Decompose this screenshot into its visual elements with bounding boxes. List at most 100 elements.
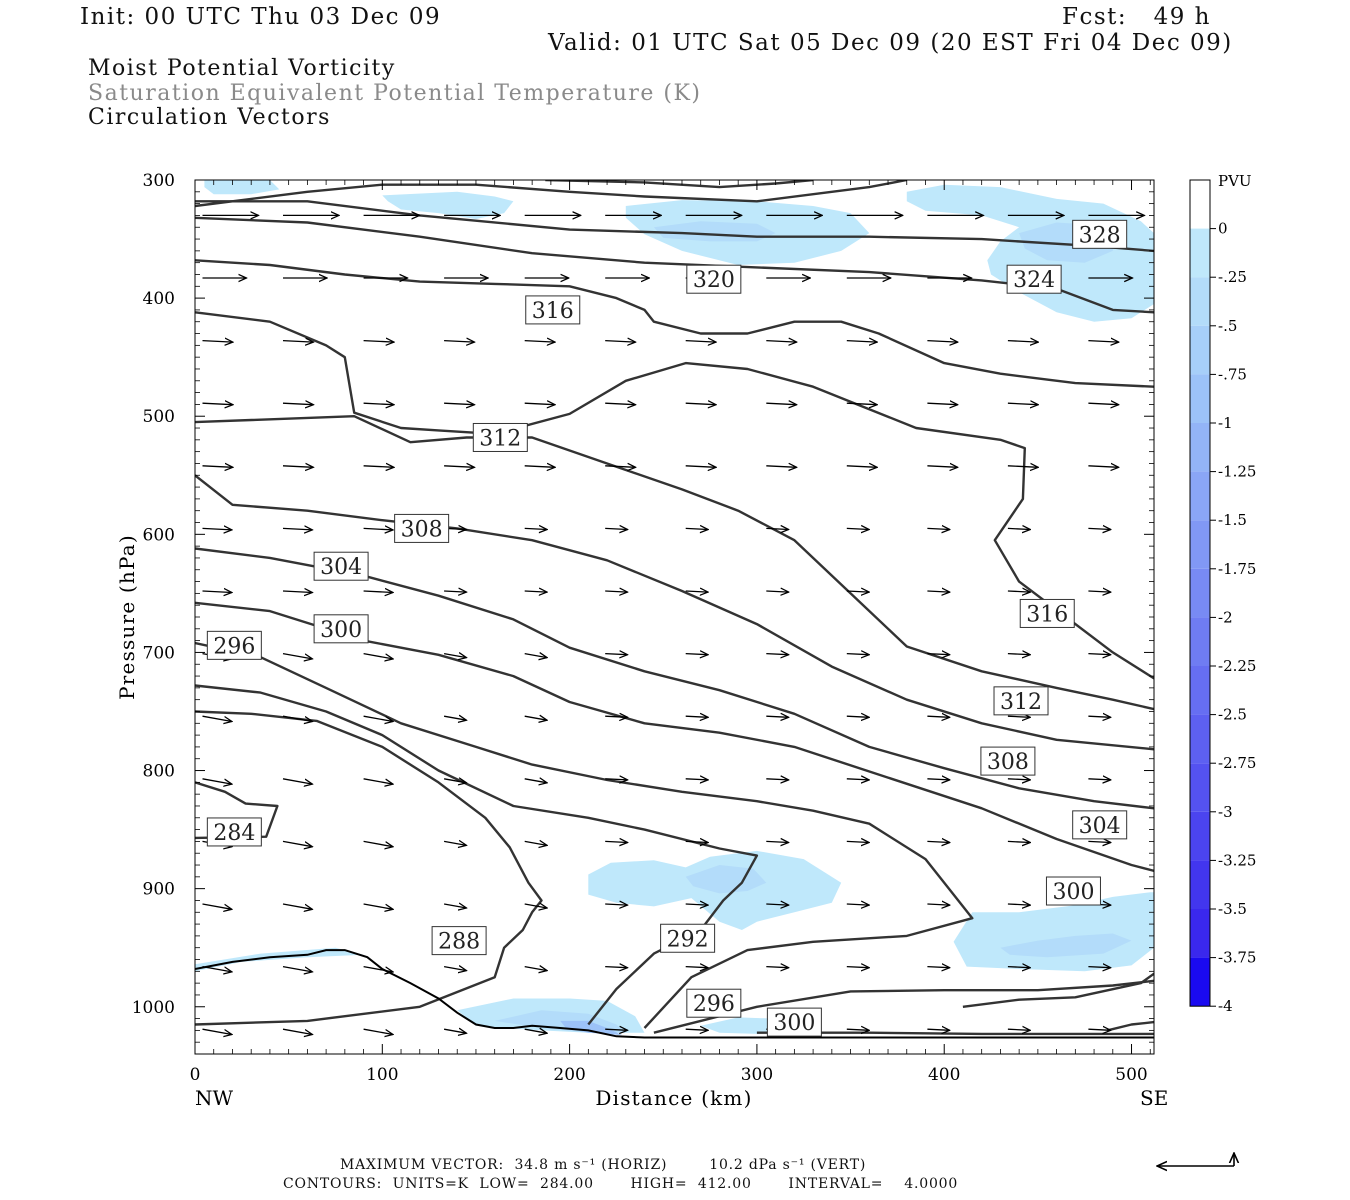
circulation-vector xyxy=(202,341,233,343)
circulation-vector xyxy=(766,466,796,468)
terrain-line xyxy=(195,949,1154,1039)
circulation-vector xyxy=(524,403,555,405)
x-axis-right-end-label: SE xyxy=(1140,1086,1168,1110)
contour-label: 288 xyxy=(431,926,487,956)
svg-text:304: 304 xyxy=(320,555,362,580)
colorbar-swatch xyxy=(1190,520,1210,569)
x-tick-label: 200 xyxy=(553,1065,585,1085)
circulation-vector xyxy=(363,840,393,846)
svg-text:300: 300 xyxy=(1052,880,1094,905)
theta-es-contour-292 xyxy=(195,684,759,1026)
colorbar-swatch xyxy=(1190,617,1210,666)
circulation-vector xyxy=(927,654,949,655)
contour-label: 284 xyxy=(206,817,262,847)
y-tick-label: 700 xyxy=(143,643,175,663)
y-tick-label: 900 xyxy=(143,880,175,900)
colorbar-label: -.25 xyxy=(1218,268,1247,286)
pv-colorbar: PVU 0 -.25 -.5 -.75 -1 -1.25 -1.5 -1.75 -2 -2.25 -2… xyxy=(1189,172,1256,1015)
circulation-vector xyxy=(605,716,627,717)
circulation-vector xyxy=(1007,466,1038,468)
colorbar-swatch xyxy=(1190,423,1210,472)
init-time-label: Init: 00 UTC Thu 03 Dec 09 xyxy=(80,4,442,30)
colorbar-label: -2.25 xyxy=(1218,657,1256,675)
circulation-vector xyxy=(685,654,708,655)
circulation-vector xyxy=(766,591,788,592)
contour-label: 320 xyxy=(686,264,742,294)
theta-es-contour-332 xyxy=(195,180,908,208)
pv-region xyxy=(560,1020,623,1036)
circulation-vector xyxy=(927,528,949,529)
circulation-vector xyxy=(1088,528,1110,529)
circulation-vector xyxy=(605,1029,627,1030)
colorbar-swatch xyxy=(1190,180,1210,229)
contour-label: 328 xyxy=(1072,219,1128,249)
contour-label: 316 xyxy=(1019,598,1075,628)
x-tick-label: 0 xyxy=(190,1065,201,1085)
circulation-vector xyxy=(846,341,877,343)
circulation-vector xyxy=(766,904,788,905)
circulation-vector xyxy=(202,715,232,721)
circulation-vector xyxy=(927,904,949,905)
theta-es-contours xyxy=(195,180,1154,1039)
colorbar-label: -3 xyxy=(1218,803,1233,821)
svg-text:296: 296 xyxy=(213,634,255,659)
circulation-vector xyxy=(363,715,393,721)
circulation-vectors xyxy=(202,215,1145,1034)
circulation-vector xyxy=(363,403,394,405)
circulation-vector xyxy=(766,528,788,529)
y-tick-label: 1000 xyxy=(132,998,175,1018)
circulation-vector xyxy=(766,403,796,405)
circulation-vector xyxy=(927,716,949,717)
circulation-vector xyxy=(1007,716,1030,717)
circulation-vector xyxy=(202,903,232,909)
contour-label: 300 xyxy=(313,614,369,644)
circulation-vector xyxy=(202,1028,232,1034)
circulation-vector xyxy=(846,841,869,842)
colorbar-label: -2.75 xyxy=(1218,754,1256,772)
circulation-vector xyxy=(1007,341,1038,343)
circulation-vector xyxy=(1088,403,1118,405)
circulation-vector xyxy=(202,778,232,784)
circulation-vector xyxy=(927,841,949,842)
circulation-vector xyxy=(443,716,466,720)
colorbar-label: -.5 xyxy=(1218,317,1237,335)
circulation-vector xyxy=(605,591,627,592)
circulation-vector xyxy=(846,654,869,655)
svg-text:300: 300 xyxy=(773,1011,815,1036)
circulation-vector xyxy=(1088,654,1110,655)
colorbar-swatch xyxy=(1190,714,1210,764)
circulation-vector xyxy=(927,779,949,780)
colorbar-label: -3.5 xyxy=(1218,900,1247,918)
x-tick-label: 300 xyxy=(741,1065,773,1085)
circulation-vector xyxy=(444,403,474,405)
circulation-vector xyxy=(685,528,708,529)
circulation-vector xyxy=(524,528,547,529)
circulation-vector xyxy=(363,778,393,784)
contour-label: 308 xyxy=(394,513,450,543)
pv-region xyxy=(195,947,364,972)
circulation-vector xyxy=(685,1029,708,1030)
circulation-vector xyxy=(202,466,233,468)
colorbar-swatch xyxy=(1190,568,1210,618)
theta-es-contour-336 xyxy=(545,180,814,189)
circulation-vector xyxy=(1007,967,1030,968)
contour-label: 296 xyxy=(206,630,262,660)
y-tick-label: 300 xyxy=(143,171,175,191)
contour-label: 308 xyxy=(980,746,1036,776)
circulation-vector xyxy=(605,654,627,655)
circulation-vector xyxy=(443,654,466,658)
circulation-vector xyxy=(202,965,232,972)
svg-text:308: 308 xyxy=(987,750,1029,775)
svg-text:316: 316 xyxy=(532,299,574,324)
reference-vector-icon xyxy=(1157,1153,1234,1166)
circulation-vector xyxy=(927,591,949,592)
circulation-vector xyxy=(1007,591,1030,592)
colorbar-swatch xyxy=(1190,666,1210,715)
colorbar-swatch xyxy=(1190,909,1210,958)
circulation-vector xyxy=(524,654,547,658)
circulation-vector xyxy=(282,466,313,468)
pv-region xyxy=(685,865,767,894)
contour-label: 300 xyxy=(1045,876,1101,906)
svg-text:292: 292 xyxy=(667,927,709,952)
circulation-vector xyxy=(202,591,232,593)
